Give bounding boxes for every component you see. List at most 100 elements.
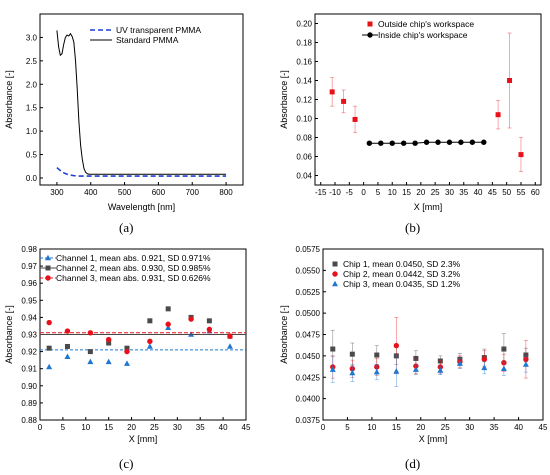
data-point <box>106 340 112 346</box>
y-tick-label: 0.0550 <box>296 266 321 275</box>
y-tick-label: 0.0475 <box>296 331 321 340</box>
y-tick-label: 0.0450 <box>296 352 321 361</box>
x-tick-label: 35 <box>459 188 468 197</box>
data-point <box>123 360 130 366</box>
data-point <box>349 369 356 376</box>
plot-area <box>329 32 524 172</box>
data-point <box>366 140 373 146</box>
series-3 <box>40 316 246 355</box>
data-point <box>64 343 70 349</box>
panel-b-caption: (b) <box>405 220 421 235</box>
data-point <box>481 356 488 362</box>
data-point <box>206 326 213 333</box>
x-axis-label: Wavelength [nm] <box>108 202 175 212</box>
x-tick-label: 40 <box>219 423 228 432</box>
y-axis-label: Absorbance [-] <box>279 70 289 129</box>
legend-label: Inside chip's workspace <box>378 30 468 40</box>
y-tick-label: 0.94 <box>21 313 37 322</box>
legend-swatch <box>332 280 338 287</box>
x-tick-label: 45 <box>539 423 548 432</box>
y-tick-label: 2.5 <box>26 57 38 66</box>
data-point <box>522 361 529 367</box>
x-tick-label: -10 <box>329 188 341 197</box>
data-point <box>495 112 501 118</box>
x-tick-label: 55 <box>517 188 526 197</box>
x-tick-label: 25 <box>150 423 159 432</box>
y-tick-label: 1.0 <box>26 127 38 136</box>
x-axis-label: X [mm] <box>129 434 158 444</box>
series-1 <box>329 32 524 172</box>
x-tick-label: 5 <box>376 188 381 197</box>
legend-swatch <box>367 32 373 38</box>
y-tick-label: 0.0525 <box>296 288 321 297</box>
legend-label: UV transparent PMMA <box>116 25 201 35</box>
legend-label: Channel 3, mean abs. 0.931, SD 0.626% <box>56 273 211 283</box>
x-axis-label: X [mm] <box>419 434 448 444</box>
data-point <box>105 358 112 365</box>
x-tick-label: 25 <box>431 188 440 197</box>
data-point <box>87 349 93 355</box>
x-tick-label: 40 <box>474 188 483 197</box>
series-2 <box>56 30 227 175</box>
y-tick-label: 0.98 <box>21 245 37 254</box>
data-point <box>456 360 463 366</box>
data-point <box>481 364 488 371</box>
data-point <box>124 345 130 351</box>
legend-swatch <box>332 261 338 267</box>
x-tick-label: 700 <box>186 188 200 197</box>
panel-b-chart: -15 -10 -5 0 5 10 15 20 25 30 35 40 45 50 55 60 0.04 0.06… <box>279 13 542 212</box>
data-point <box>46 319 52 326</box>
x-tick-label: 20 <box>127 423 136 432</box>
y-tick-label: 0.96 <box>21 279 37 288</box>
x-tick-label: 5 <box>345 423 350 432</box>
data-point <box>105 336 112 343</box>
x-tick-label: 45 <box>488 188 497 197</box>
data-point <box>226 343 233 349</box>
data-point <box>373 368 380 375</box>
series-3 <box>329 355 529 387</box>
y-tick-label: 0.0 <box>26 174 38 183</box>
data-point <box>507 78 513 83</box>
legend-swatch <box>367 21 373 27</box>
data-point <box>330 346 336 352</box>
data-point <box>423 139 430 145</box>
y-tick-label: 0.97 <box>21 262 37 271</box>
x-tick-label: 10 <box>388 188 397 197</box>
data-point <box>481 139 487 145</box>
plot-area <box>56 30 227 177</box>
plot-frame <box>39 13 244 186</box>
data-point <box>412 140 418 146</box>
y-tick-label: 0.93 <box>21 331 37 340</box>
data-point <box>165 306 171 312</box>
data-point <box>64 328 71 334</box>
data-point <box>46 345 52 351</box>
x-tick-label: -15 <box>315 188 327 197</box>
data-point <box>393 342 400 349</box>
x-tick-label: 15 <box>402 188 411 197</box>
data-point <box>469 139 476 145</box>
data-point <box>500 365 507 371</box>
x-tick-label: 20 <box>416 188 425 197</box>
x-tick-label: 45 <box>242 423 251 432</box>
x-axis-label: X [mm] <box>414 202 443 212</box>
y-tick-label: 0.0375 <box>296 416 321 425</box>
x-tick-label: 10 <box>81 423 90 432</box>
data-point <box>206 318 212 324</box>
data-point <box>393 368 400 374</box>
legend-swatch <box>45 254 51 261</box>
data-point <box>341 98 347 104</box>
x-tick-label: 500 <box>118 188 132 197</box>
y-tick-label: 0.14 <box>296 77 312 86</box>
y-tick-label: 3.0 <box>26 33 38 42</box>
y-tick-label: 0.12 <box>296 96 312 105</box>
data-point <box>400 140 407 146</box>
data-point <box>412 366 419 372</box>
series-line <box>56 167 227 177</box>
y-tick-label: 0.91 <box>21 365 37 374</box>
x-tick-label: 25 <box>441 423 450 432</box>
legend-label: Channel 1, mean abs. 0.921, SD 0.971% <box>56 253 211 263</box>
data-point <box>188 316 194 322</box>
legend-label: Chip 3, mean 0.0435, SD 1.2% <box>343 279 461 289</box>
